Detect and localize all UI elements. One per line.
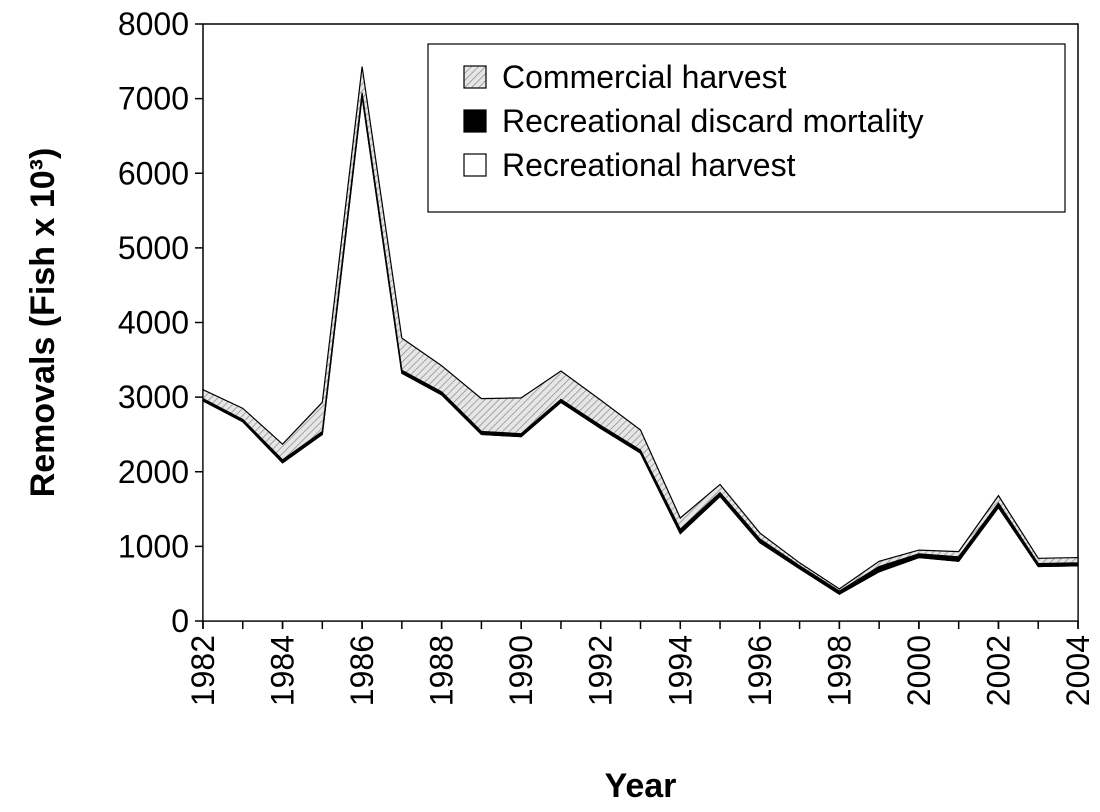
x-tick-label: 1996 [742,635,778,706]
area [202,66,1079,592]
x-tick-label: 2002 [980,635,1016,706]
y-tick-label: 0 [171,603,189,639]
legend-swatch [463,65,487,89]
y-tick-label: 4000 [118,305,189,341]
y-axis-title: Removals (Fish x 10³) [24,148,62,498]
y-tick-label: 3000 [118,379,189,415]
x-tick-label: 1992 [583,635,619,706]
x-tick-label: 2000 [901,635,937,706]
y-tick-label: 7000 [118,81,189,117]
legend-swatch [463,153,487,177]
x-tick-label: 2004 [1060,635,1096,706]
x-tick-label: 1990 [503,635,539,706]
y-tick-label: 6000 [118,155,189,191]
x-tick-label: 1998 [821,635,857,706]
legend-label: Recreational harvest [502,147,796,183]
x-tick-label: 1982 [185,635,221,706]
y-tick-label: 8000 [118,6,189,42]
y-tick-label: 2000 [118,454,189,490]
legend-swatch [463,109,487,133]
x-tick-label: 1988 [424,635,460,706]
legend: Commercial harvest Recreational discard m… [427,43,1066,213]
legend-label: Commercial harvest [502,59,787,95]
x-tick-label: 1986 [344,635,380,706]
legend-label: Recreational discard mortality [502,103,924,139]
y-tick-label: 1000 [118,528,189,564]
legend-box [427,43,1066,213]
x-axis-title: Year [605,767,677,805]
y-tick-label: 5000 [118,230,189,266]
x-tick-label: 1984 [265,635,301,706]
x-tick-label: 1994 [662,635,698,706]
